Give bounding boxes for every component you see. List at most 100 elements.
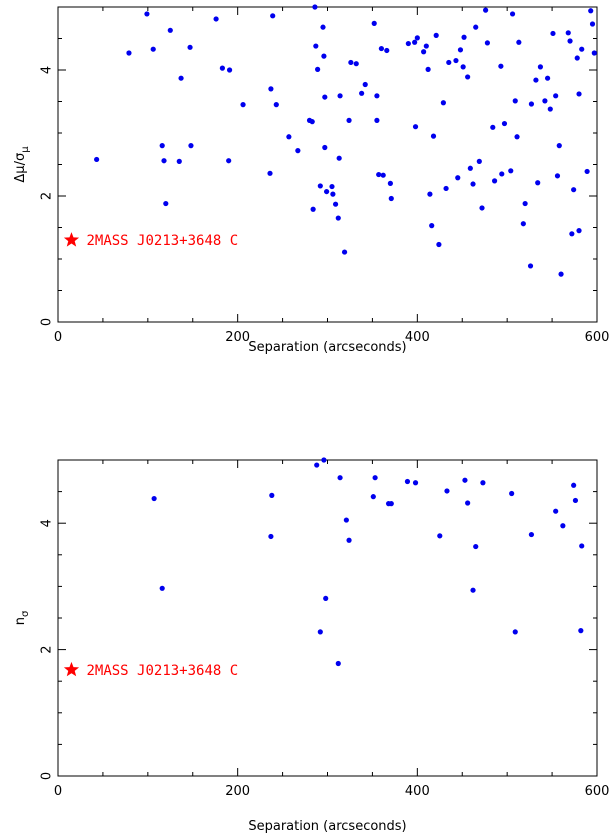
y-tick-label: 0 bbox=[40, 772, 55, 780]
data-point bbox=[553, 508, 559, 514]
data-point bbox=[542, 98, 548, 104]
data-point bbox=[470, 587, 476, 593]
data-point bbox=[359, 90, 365, 96]
data-point bbox=[455, 175, 461, 181]
data-point bbox=[159, 143, 165, 149]
data-point bbox=[535, 180, 541, 186]
data-point bbox=[430, 133, 437, 139]
data-point bbox=[346, 117, 352, 123]
chart-panel-2: 0 200 400 600 0 2 4 Separation (arcseconds) nσ 2M… bbox=[13, 457, 609, 834]
data-point bbox=[514, 134, 520, 140]
data-point bbox=[558, 271, 564, 277]
data-point bbox=[508, 168, 514, 174]
data-point bbox=[387, 180, 393, 186]
data-point bbox=[310, 206, 316, 212]
x-tick-label: 200 bbox=[225, 330, 250, 345]
data-point bbox=[425, 66, 431, 72]
annotation-label: 2MASS J0213+3648 C bbox=[86, 233, 238, 249]
data-point bbox=[512, 98, 518, 104]
data-point bbox=[315, 66, 321, 72]
data-point bbox=[550, 30, 556, 37]
data-point bbox=[509, 11, 516, 17]
data-point bbox=[462, 477, 468, 483]
data-point bbox=[578, 628, 584, 634]
plot-frame bbox=[57, 6, 598, 323]
data-point bbox=[444, 488, 450, 494]
data-point bbox=[569, 231, 575, 237]
data-point bbox=[336, 155, 342, 161]
y-axis-title: Δμ/σμ bbox=[13, 146, 31, 183]
data-point bbox=[321, 53, 327, 59]
x-axis-title: Separation (arcseconds) bbox=[248, 340, 406, 355]
data-point bbox=[268, 533, 274, 540]
data-point bbox=[501, 120, 508, 127]
chart-panel-1: 0 200 400 600 0 2 4 Separation (arcseconds) Δμ/σ… bbox=[13, 4, 609, 355]
data-point bbox=[465, 74, 471, 80]
data-point bbox=[324, 188, 330, 195]
y-tick-label: 4 bbox=[40, 519, 55, 527]
data-point bbox=[240, 102, 246, 108]
y-tick-label: 0 bbox=[40, 318, 55, 326]
data-point bbox=[473, 543, 479, 550]
data-point bbox=[423, 43, 429, 49]
x-tick-label: 0 bbox=[54, 330, 62, 345]
data-point bbox=[460, 64, 466, 70]
data-point bbox=[499, 171, 505, 177]
data-point bbox=[405, 40, 411, 47]
data-point bbox=[404, 478, 411, 485]
x-tick-label: 400 bbox=[405, 784, 430, 799]
data-point bbox=[372, 475, 378, 481]
data-point bbox=[161, 158, 167, 164]
data-point bbox=[470, 181, 476, 187]
data-point bbox=[473, 24, 479, 30]
data-point bbox=[329, 183, 335, 190]
data-point bbox=[343, 517, 349, 523]
data-point bbox=[461, 34, 467, 40]
data-point bbox=[163, 200, 169, 207]
data-point bbox=[484, 40, 491, 46]
y-tick-label: 2 bbox=[40, 192, 55, 200]
data-point bbox=[267, 170, 273, 176]
data-point bbox=[522, 200, 528, 207]
data-point bbox=[167, 27, 173, 33]
data-point bbox=[94, 156, 100, 163]
data-point bbox=[553, 93, 559, 99]
data-point bbox=[571, 187, 577, 193]
plot-frame bbox=[57, 459, 598, 777]
data-point bbox=[150, 46, 156, 52]
data-point bbox=[453, 57, 459, 64]
data-point bbox=[226, 158, 232, 164]
data-point bbox=[414, 35, 420, 41]
data-point bbox=[572, 497, 579, 504]
data-point bbox=[576, 91, 582, 97]
data-point bbox=[337, 93, 343, 99]
data-point bbox=[270, 13, 276, 19]
annotation-label: 2MASS J0213+3648 C bbox=[86, 663, 238, 679]
data-point bbox=[370, 494, 376, 500]
data-point bbox=[337, 475, 343, 481]
x-tick-label: 0 bbox=[54, 784, 62, 799]
data-point bbox=[544, 75, 551, 81]
data-point bbox=[547, 106, 553, 112]
data-point bbox=[309, 119, 315, 125]
data-point bbox=[584, 168, 590, 175]
data-point bbox=[533, 77, 539, 83]
data-point bbox=[574, 55, 580, 61]
data-point bbox=[176, 158, 182, 164]
data-point bbox=[314, 462, 320, 468]
data-point bbox=[312, 4, 318, 10]
data-point bbox=[374, 117, 380, 123]
data-point bbox=[567, 38, 573, 44]
x-tick-label: 200 bbox=[225, 784, 250, 799]
data-point bbox=[322, 144, 328, 151]
data-point bbox=[556, 143, 562, 149]
data-point bbox=[335, 215, 341, 221]
data-point bbox=[483, 7, 489, 13]
x-tick-label: 400 bbox=[405, 330, 430, 345]
data-point bbox=[560, 523, 566, 529]
data-point bbox=[219, 65, 225, 71]
data-point bbox=[317, 183, 323, 189]
x-axis-title: Separation (arcseconds) bbox=[248, 819, 406, 834]
data-point bbox=[374, 93, 380, 99]
data-point bbox=[295, 148, 301, 154]
